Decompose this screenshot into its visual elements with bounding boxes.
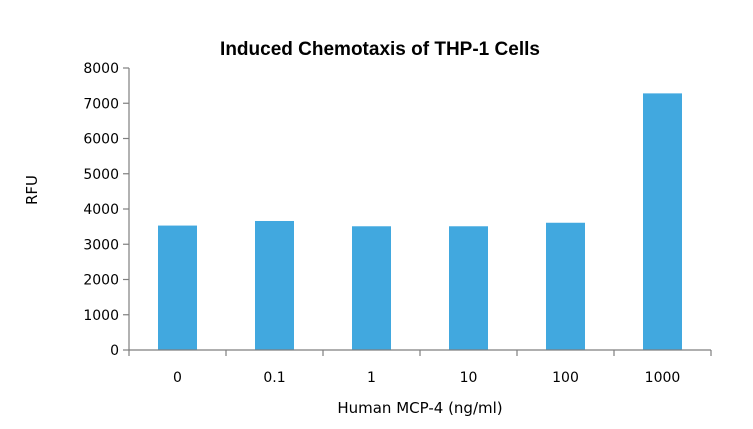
- bar-10: [449, 226, 488, 350]
- x-axis-ticks: 0 0.1 1 10 100 1000: [128, 350, 712, 386]
- bar-1: [352, 226, 391, 350]
- x-tick-label: 10: [460, 370, 478, 386]
- y-tick-label: 2000: [83, 273, 119, 289]
- chart-title: Induced Chemotaxis of THP-1 Cells: [220, 39, 540, 60]
- bar-100: [546, 222, 585, 350]
- x-tick-label: 1000: [645, 370, 681, 386]
- y-tick-label: 6000: [83, 132, 119, 148]
- y-tick-label: 7000: [83, 96, 119, 112]
- x-tick-label: 100: [552, 370, 579, 386]
- y-axis-label: RFU: [23, 175, 41, 205]
- y-tick-label: 8000: [83, 61, 119, 77]
- y-tick-label: 0: [110, 343, 119, 359]
- bar-0: [158, 225, 197, 350]
- bar-1000: [643, 93, 682, 350]
- x-axis-label: Human MCP-4 (ng/ml): [337, 399, 502, 417]
- x-tick-label: 1: [367, 370, 376, 386]
- x-tick-label: 0: [173, 370, 182, 386]
- y-tick-label: 5000: [83, 167, 119, 183]
- y-axis-ticks: 0 1000 2000 3000 4000 5000 6000 7000 8000: [83, 61, 129, 359]
- bars-group: [158, 93, 682, 350]
- y-tick-label: 1000: [83, 308, 119, 324]
- y-tick-label: 3000: [83, 237, 119, 253]
- x-tick-label: 0.1: [263, 370, 285, 386]
- y-tick-label: 4000: [83, 202, 119, 218]
- bar-0.1: [255, 220, 294, 350]
